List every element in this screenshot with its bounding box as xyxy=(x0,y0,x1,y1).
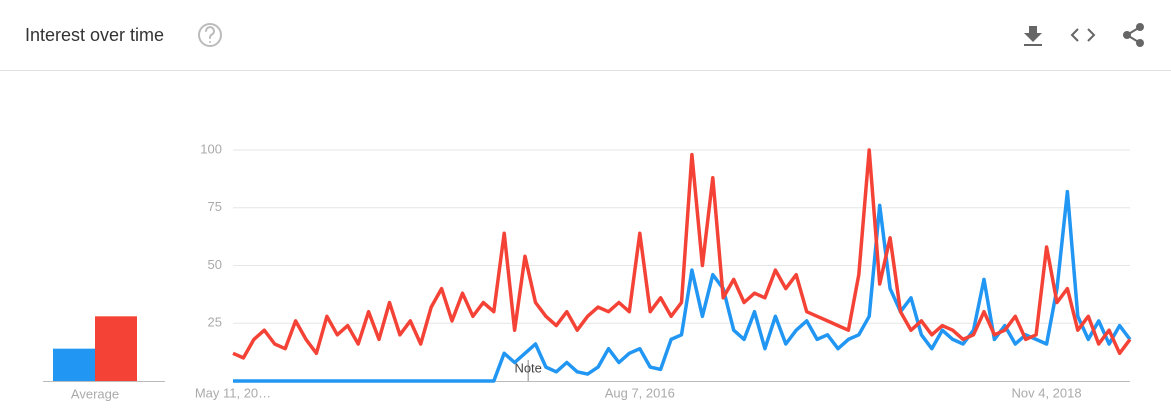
help-icon[interactable] xyxy=(198,23,222,47)
card-title: Interest over time xyxy=(25,25,164,45)
download-icon[interactable] xyxy=(1024,26,1042,46)
average-bar xyxy=(53,348,95,381)
series-line xyxy=(233,189,1132,383)
x-tick-label: Aug 7, 2016 xyxy=(605,385,675,400)
y-tick-label: 25 xyxy=(208,315,222,330)
y-tick-label: 50 xyxy=(208,257,222,272)
x-tick-label: Nov 4, 2018 xyxy=(1012,385,1082,400)
y-tick-label: 100 xyxy=(200,141,222,156)
y-tick-label: 75 xyxy=(208,199,222,214)
embed-icon[interactable] xyxy=(1070,28,1096,42)
series-line xyxy=(232,148,1132,360)
average-bar xyxy=(95,316,137,381)
x-tick-label: Average xyxy=(71,386,119,401)
share-icon[interactable] xyxy=(1123,23,1144,47)
x-tick-label: May 11, 20… xyxy=(195,385,271,400)
note-label: Note xyxy=(514,360,541,375)
